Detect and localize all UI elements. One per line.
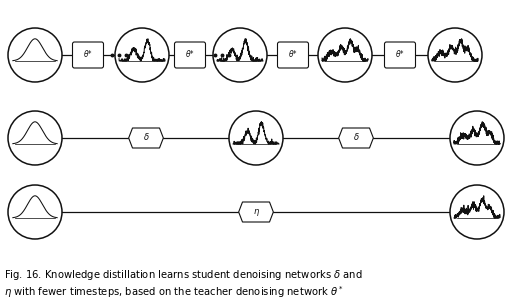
Text: θ*: θ* (84, 50, 92, 59)
Text: η: η (253, 208, 259, 217)
Text: θ*: θ* (289, 50, 297, 59)
Text: θ*: θ* (186, 50, 194, 59)
FancyBboxPatch shape (73, 42, 103, 68)
FancyBboxPatch shape (385, 42, 416, 68)
Text: θ*: θ* (396, 50, 404, 59)
Text: δ: δ (143, 134, 148, 142)
FancyBboxPatch shape (278, 42, 309, 68)
Ellipse shape (8, 185, 62, 239)
Polygon shape (239, 202, 273, 222)
FancyBboxPatch shape (175, 42, 205, 68)
Polygon shape (129, 128, 163, 148)
Polygon shape (338, 128, 373, 148)
Ellipse shape (8, 111, 62, 165)
Text: δ: δ (353, 134, 358, 142)
Ellipse shape (318, 28, 372, 82)
Ellipse shape (115, 28, 169, 82)
Text: Fig. 16. Knowledge distillation learns student denoising networks $\delta$ and
$: Fig. 16. Knowledge distillation learns s… (4, 268, 362, 300)
Ellipse shape (8, 28, 62, 82)
Ellipse shape (428, 28, 482, 82)
Ellipse shape (229, 111, 283, 165)
Ellipse shape (450, 111, 504, 165)
Ellipse shape (450, 185, 504, 239)
Ellipse shape (213, 28, 267, 82)
